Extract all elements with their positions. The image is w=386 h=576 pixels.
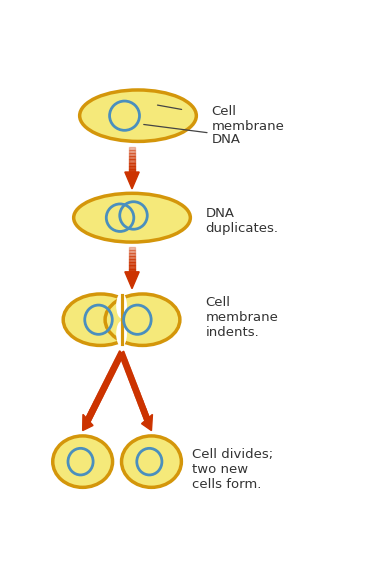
Polygon shape <box>142 409 149 421</box>
Polygon shape <box>129 169 135 172</box>
Polygon shape <box>129 249 135 253</box>
Text: Cell
membrane: Cell membrane <box>211 105 284 132</box>
Polygon shape <box>129 256 135 259</box>
Polygon shape <box>129 253 135 256</box>
Polygon shape <box>129 262 135 266</box>
Polygon shape <box>119 351 152 431</box>
Polygon shape <box>129 160 135 162</box>
Polygon shape <box>90 401 98 414</box>
Polygon shape <box>129 259 135 262</box>
Ellipse shape <box>122 436 181 487</box>
Polygon shape <box>119 351 127 363</box>
Ellipse shape <box>105 294 180 346</box>
Polygon shape <box>83 351 124 431</box>
Polygon shape <box>111 359 119 372</box>
Polygon shape <box>139 401 146 412</box>
Polygon shape <box>126 367 133 380</box>
Polygon shape <box>129 147 135 150</box>
Polygon shape <box>99 384 107 397</box>
Text: DNA: DNA <box>211 133 240 146</box>
Polygon shape <box>107 367 115 380</box>
Polygon shape <box>129 247 135 249</box>
Polygon shape <box>115 351 124 363</box>
Polygon shape <box>129 162 135 166</box>
Polygon shape <box>129 156 135 160</box>
Polygon shape <box>95 393 103 406</box>
Ellipse shape <box>80 90 196 142</box>
Ellipse shape <box>63 294 138 346</box>
Text: Cell divides;
two new
cells form.: Cell divides; two new cells form. <box>192 448 273 491</box>
Polygon shape <box>103 376 111 389</box>
Polygon shape <box>86 410 94 422</box>
Polygon shape <box>129 166 135 169</box>
Ellipse shape <box>116 293 127 319</box>
Ellipse shape <box>74 194 190 242</box>
Polygon shape <box>129 266 135 268</box>
Polygon shape <box>125 172 139 189</box>
Polygon shape <box>132 384 139 396</box>
Text: DNA
duplicates.: DNA duplicates. <box>205 207 278 235</box>
Polygon shape <box>129 150 135 153</box>
Text: Cell
membrane
indents.: Cell membrane indents. <box>205 296 278 339</box>
Polygon shape <box>135 392 143 404</box>
Polygon shape <box>129 268 135 272</box>
Polygon shape <box>129 376 136 388</box>
Ellipse shape <box>53 436 113 487</box>
Ellipse shape <box>116 321 127 347</box>
Polygon shape <box>125 272 139 289</box>
Polygon shape <box>123 359 130 372</box>
Polygon shape <box>129 153 135 156</box>
